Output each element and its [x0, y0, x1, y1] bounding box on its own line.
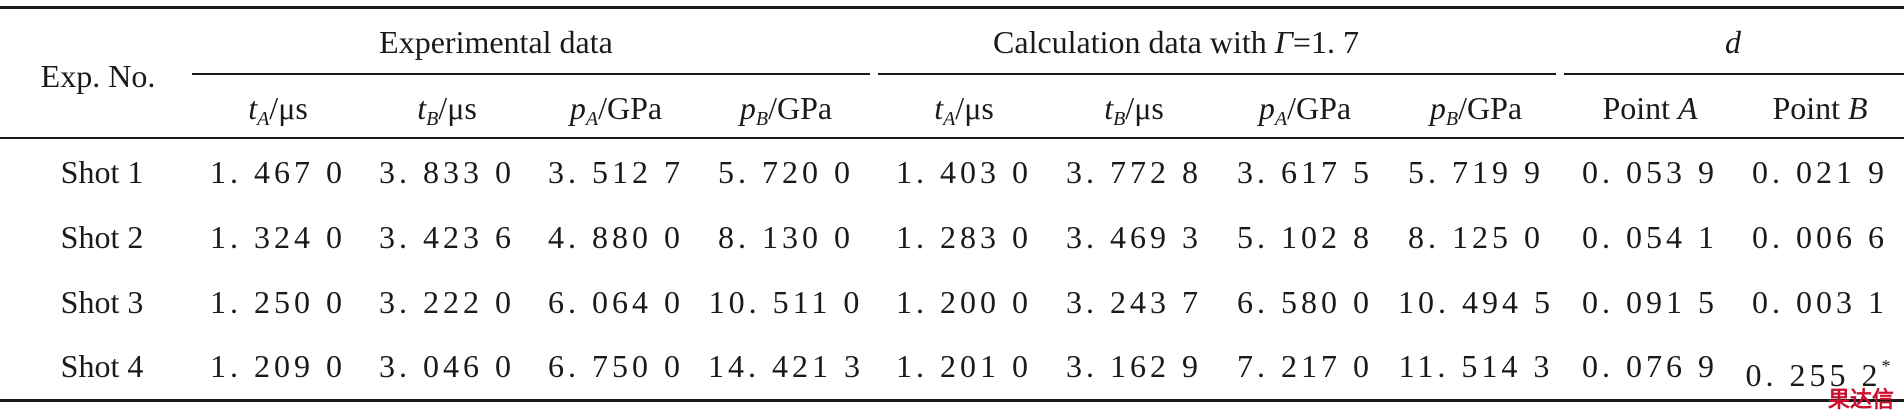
footnote-mark: * [1881, 356, 1895, 376]
table-cell: 3. 243 7 [1066, 284, 1202, 320]
group-calc-prefix: Calculation data with [993, 24, 1275, 60]
row-label: Shot 2 [60, 219, 144, 255]
watermark-logo: 果达信 [1827, 388, 1894, 413]
group-rule-d [1564, 73, 1904, 75]
table-cell: 8. 125 0 [1408, 219, 1544, 255]
table-cell: 14. 421 3 [708, 348, 864, 384]
header-exp-no: Exp. No. [40, 58, 156, 94]
row-label: Shot 3 [60, 284, 144, 320]
subheader-pb-7: pB/GPa [1429, 90, 1523, 130]
table-cell: 0. 003 1 [1752, 284, 1888, 320]
bottom-rule [0, 399, 1904, 402]
subheader-ta-4: tA/μs [934, 90, 994, 130]
row-label: Shot 4 [60, 348, 144, 384]
subheader-ta-0: tA/μs [248, 90, 308, 130]
group-header-experimental: Experimental data [379, 24, 613, 60]
top-rule [0, 6, 1904, 9]
table-cell: 0. 053 9 [1582, 154, 1718, 190]
table-cell: 1. 200 0 [896, 284, 1032, 320]
table-cell: 0. 076 9 [1582, 348, 1718, 384]
table-cell: 4. 880 0 [548, 219, 684, 255]
table-cell: 3. 222 0 [379, 284, 515, 320]
table-cell: 10. 494 5 [1398, 284, 1554, 320]
table-cell: 0. 255 2* [1745, 356, 1895, 393]
header-bottom-rule [0, 137, 1904, 139]
table-cell: 0. 021 9 [1752, 154, 1888, 190]
table-cell: 5. 102 8 [1237, 219, 1373, 255]
group-header-d: d [1725, 24, 1741, 60]
table-cell: 8. 130 0 [718, 219, 854, 255]
point-b-prefix: Point [1772, 90, 1849, 126]
subheader-point-b: Point B [1772, 88, 1867, 128]
table-cell: 10. 511 0 [708, 284, 864, 320]
table-cell: 1. 403 0 [896, 154, 1032, 190]
subheader-pa-2: pA/GPa [569, 90, 663, 130]
subheader-pb-3: pB/GPa [739, 90, 833, 130]
subheader-point-a: Point A [1602, 88, 1697, 128]
table-cell: 0. 091 5 [1582, 284, 1718, 320]
group-rule-calculation [878, 73, 1556, 75]
subheader-tb-5: tB/μs [1104, 90, 1164, 130]
table-cell: 5. 719 9 [1408, 154, 1544, 190]
group-rule-experimental [192, 73, 870, 75]
table-cell: 0. 054 1 [1582, 219, 1718, 255]
group-header-calculation: Calculation data with Γ=1. 7 [993, 22, 1359, 62]
table-cell: 3. 512 7 [548, 154, 684, 190]
table-cell: 3. 046 0 [379, 348, 515, 384]
table-cell: 1. 201 0 [896, 348, 1032, 384]
table-cell: 3. 617 5 [1237, 154, 1373, 190]
table-cell: 3. 423 6 [379, 219, 515, 255]
row-label: Shot 1 [60, 154, 144, 190]
table-cell: 3. 772 8 [1066, 154, 1202, 190]
point-b-letter: B [1848, 90, 1868, 126]
table-cell: 3. 833 0 [379, 154, 515, 190]
table-cell: 1. 209 0 [210, 348, 346, 384]
point-a-prefix: Point [1602, 90, 1679, 126]
table-cell: 1. 467 0 [210, 154, 346, 190]
point-a-letter: A [1678, 90, 1698, 126]
subheader-tb-1: tB/μs [417, 90, 477, 130]
table-cell: 3. 162 9 [1066, 348, 1202, 384]
table-cell: 6. 750 0 [548, 348, 684, 384]
table-cell: 3. 469 3 [1066, 219, 1202, 255]
table-cell: 7. 217 0 [1237, 348, 1373, 384]
table-cell: 0. 006 6 [1752, 219, 1888, 255]
gamma-symbol: Γ [1274, 24, 1293, 60]
table-cell: 6. 064 0 [548, 284, 684, 320]
table-cell: 1. 283 0 [896, 219, 1032, 255]
table-cell: 1. 250 0 [210, 284, 346, 320]
subheader-pa-6: pA/GPa [1258, 90, 1352, 130]
table-cell: 11. 514 3 [1398, 348, 1554, 384]
group-calc-suffix: =1. 7 [1292, 24, 1359, 60]
table-cell: 1. 324 0 [210, 219, 346, 255]
table-cell: 6. 580 0 [1237, 284, 1373, 320]
table-cell: 5. 720 0 [718, 154, 854, 190]
